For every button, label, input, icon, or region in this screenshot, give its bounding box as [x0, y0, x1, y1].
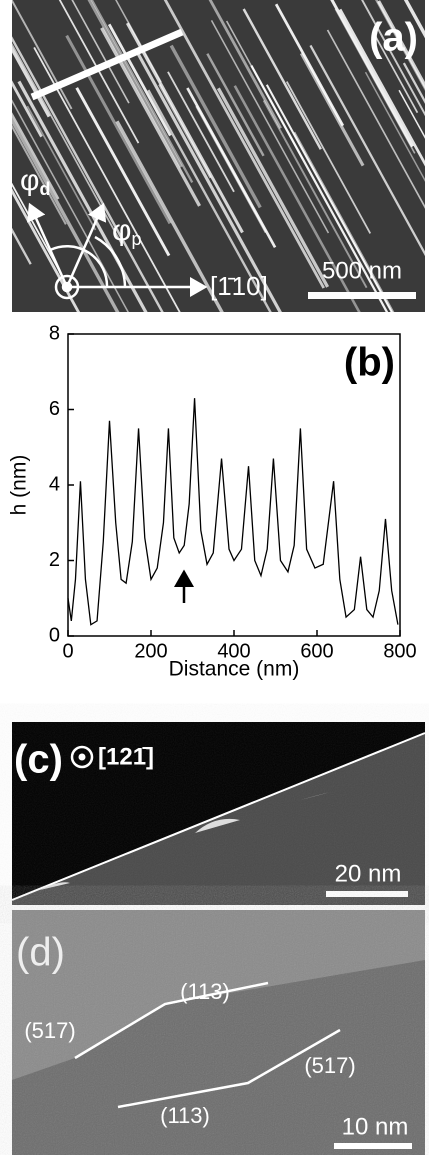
nanowire [163, 0, 325, 289]
scale-bar [334, 1143, 412, 1149]
nanowire [107, 23, 172, 137]
nanowire [250, 65, 389, 312]
nanowire [210, 20, 330, 234]
nanowire [233, 85, 361, 312]
nanowire [158, 83, 212, 179]
panel-c: (c) [121̄] 20 nm [11, 722, 426, 905]
nanowire [195, 105, 267, 233]
phi-p: φp [112, 214, 141, 249]
nanowire [12, 124, 67, 225]
nanowire [364, 71, 425, 182]
y-axis-title: h (nm) [8, 455, 31, 516]
scale-label: 20 nm [335, 860, 402, 887]
x-axis-title: Distance (nm) [169, 658, 300, 681]
nanowire [90, 0, 194, 183]
nanowire [377, 0, 425, 90]
nanowire [402, 62, 425, 104]
direction-label: [1̄10] [210, 271, 268, 301]
nanowire [167, 71, 235, 193]
nanowire [334, 8, 416, 154]
nanowire [208, 0, 282, 129]
scale-label: 10 nm [342, 1113, 409, 1140]
panel-label: (d) [16, 931, 65, 975]
nanowire [398, 89, 425, 139]
nanowire [338, 8, 425, 167]
nanowire [206, 53, 265, 157]
nanowire [125, 22, 244, 234]
x-tick-label: 600 [300, 640, 333, 662]
nanowire [115, 120, 224, 312]
texture [12, 910, 425, 1155]
nanowire [372, 31, 419, 114]
x-tick-label: 400 [217, 640, 250, 662]
zone-axis-dot [78, 753, 86, 761]
nanowire [33, 46, 181, 312]
profile-line [67, 398, 399, 626]
x-tick-label: 800 [383, 640, 416, 662]
nanowire [293, 131, 395, 312]
phi-d: φd [20, 164, 50, 199]
nanowire [265, 84, 393, 312]
nanowire [0, 34, 5, 175]
scale-bar [326, 891, 408, 897]
panel-label: (a) [369, 16, 418, 60]
y-tick-label: 2 [49, 549, 60, 571]
nanowire [12, 112, 60, 200]
nanowire [12, 116, 120, 312]
facet-label: (517) [304, 1053, 355, 1078]
nanowire [326, 29, 425, 209]
facet-label: (113) [160, 1103, 210, 1128]
nanowire [26, 105, 97, 231]
scale-bar [308, 292, 416, 299]
nanowire [169, 44, 262, 209]
nanowire [12, 99, 129, 312]
nanowire [147, 89, 272, 312]
x-tick-label: 0 [62, 640, 73, 662]
nanowire [361, 0, 425, 117]
nanowire [12, 0, 73, 110]
surface [11, 732, 426, 901]
nanowire [403, 0, 425, 39]
facet-outline [74, 981, 269, 1060]
y-tick-label: 4 [49, 473, 60, 495]
y-tick-label: 8 [49, 322, 60, 344]
texture [12, 722, 425, 905]
panel-label: (c) [14, 738, 63, 782]
y-tick-label: 0 [49, 624, 60, 646]
nanowire [216, 87, 330, 288]
nanowire [58, 0, 140, 144]
facet-label: (517) [24, 1018, 75, 1043]
nanowire [134, 48, 282, 312]
panel-a [0, 0, 425, 347]
nanowire [309, 44, 425, 257]
panel-b: (b) Distance (nm) h (nm) 0 200 400 600 800 0 2… [8, 322, 417, 680]
direction-label: [121̄] [98, 743, 154, 770]
nanowire [262, 100, 368, 289]
x-tick-label: 200 [134, 640, 167, 662]
zone-axis-symbol [70, 745, 94, 769]
nanowire [65, 34, 172, 225]
nanowire [12, 188, 81, 312]
nanowire [12, 45, 51, 118]
scale-label: 500 nm [322, 257, 402, 284]
nanowire [299, 52, 365, 167]
facet-label: (113) [180, 979, 230, 1004]
nanowire [274, 3, 345, 127]
profile-line [30, 28, 184, 101]
nanowire [242, 8, 322, 150]
nanowire [75, 87, 171, 257]
panel-label: (b) [344, 341, 395, 385]
nanowire [12, 80, 43, 138]
nanowire [71, 0, 130, 104]
facet-outline [117, 1028, 341, 1109]
angle-diagram [27, 202, 208, 300]
panel-d: (d) (113) (517) (517) (113) 10 nm [12, 910, 425, 1155]
nanowire [285, 81, 372, 234]
y-tick-label: 6 [49, 398, 60, 420]
nanowire [0, 96, 6, 347]
nanowire [87, 0, 183, 168]
nanowire [330, 0, 414, 148]
